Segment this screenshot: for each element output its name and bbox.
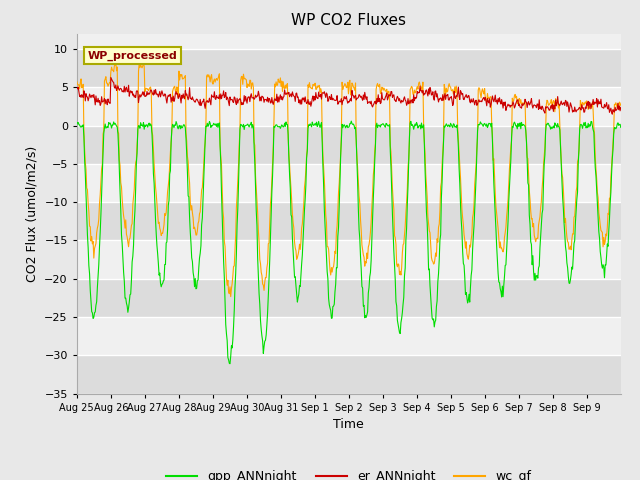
Bar [77, 202, 621, 240]
Bar [77, 87, 621, 125]
Title: WP CO2 Fluxes: WP CO2 Fluxes [291, 13, 406, 28]
Bar [77, 355, 621, 394]
Bar [77, 279, 621, 317]
Bar [77, 240, 621, 279]
X-axis label: Time: Time [333, 418, 364, 431]
Bar [77, 49, 621, 87]
Bar [77, 125, 621, 164]
Text: WP_processed: WP_processed [88, 51, 177, 61]
Legend: gpp_ANNnight, er_ANNnight, wc_gf: gpp_ANNnight, er_ANNnight, wc_gf [161, 465, 536, 480]
Bar [77, 317, 621, 355]
Y-axis label: CO2 Flux (umol/m2/s): CO2 Flux (umol/m2/s) [26, 145, 38, 282]
Bar [77, 164, 621, 202]
